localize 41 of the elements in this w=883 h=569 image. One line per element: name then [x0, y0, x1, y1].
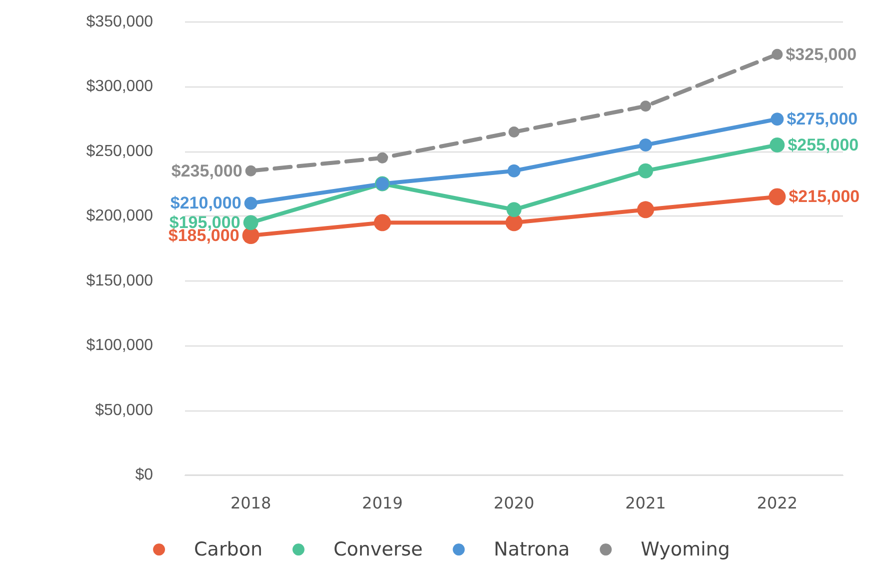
point	[768, 188, 786, 206]
x-tick-label: 2019	[362, 494, 403, 512]
point	[506, 214, 522, 232]
data-label: $325,000	[786, 44, 857, 64]
point	[772, 48, 783, 60]
data-label: $215,000	[788, 187, 860, 206]
x-tick-label: 2021	[625, 494, 666, 512]
y-tick-label: $350,000	[86, 14, 154, 30]
point	[244, 196, 258, 210]
y-tick-label: $100,000	[86, 337, 154, 354]
point	[506, 202, 522, 218]
point	[243, 215, 258, 230]
point	[374, 214, 391, 232]
legend-label: Converse	[333, 538, 423, 560]
point	[640, 100, 652, 112]
legend-label: Natrona	[494, 538, 570, 560]
x-tick-label: 2022	[756, 494, 798, 512]
y-tick-label: $50,000	[95, 402, 154, 419]
point	[245, 165, 256, 176]
point	[376, 152, 388, 164]
point	[639, 138, 652, 152]
point	[770, 112, 784, 126]
point	[508, 164, 520, 178]
data-label: $255,000	[788, 135, 859, 154]
point	[637, 201, 654, 218]
data-label: $210,000	[170, 194, 242, 213]
legend-label: Wyoming	[640, 538, 730, 560]
y-tick-label: $250,000	[86, 142, 154, 160]
point	[242, 227, 260, 244]
x-tick-label: 2018	[230, 494, 272, 512]
point	[638, 163, 654, 178]
data-label: $235,000	[171, 161, 242, 180]
point	[770, 137, 785, 152]
y-tick-label: $300,000	[86, 78, 154, 96]
legend-label: Carbon	[194, 538, 262, 560]
x-tick-label: 2020	[494, 494, 534, 512]
y-tick-label: $0	[135, 466, 154, 484]
point	[508, 126, 520, 138]
y-tick-label: $150,000	[86, 272, 154, 290]
y-tick-label: $200,000	[86, 208, 154, 225]
data-label: $275,000	[786, 110, 858, 129]
